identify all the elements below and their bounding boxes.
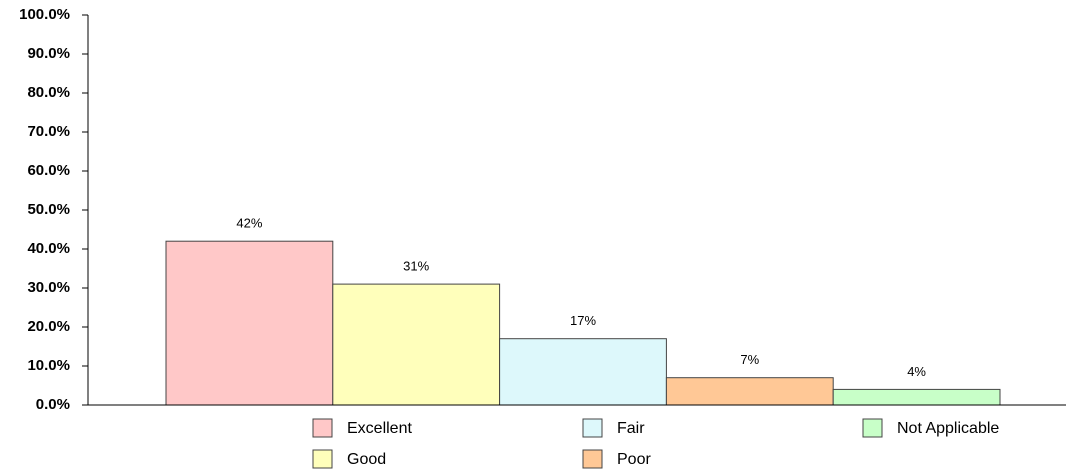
y-tick-label: 90.0% (27, 45, 70, 62)
y-tick-label: 40.0% (27, 240, 70, 257)
y-tick-label: 10.0% (27, 357, 70, 374)
y-tick-label: 60.0% (27, 162, 70, 179)
value-label: 42% (236, 216, 262, 231)
legend-label: Not Applicable (897, 420, 999, 437)
y-tick-label: 50.0% (27, 201, 70, 218)
legend-swatch (862, 418, 883, 438)
bar (832, 388, 1001, 406)
bar (332, 283, 501, 406)
value-label: 4% (907, 364, 926, 379)
legend-swatch (312, 449, 333, 469)
y-tick-label: 20.0% (27, 318, 70, 335)
legend-label: Excellent (347, 420, 412, 437)
bar (165, 240, 334, 406)
legend-swatch (312, 418, 333, 438)
value-label: 31% (403, 259, 429, 274)
legend-swatch (582, 418, 603, 438)
y-tick-label: 70.0% (27, 123, 70, 140)
legend-swatch (582, 449, 603, 469)
value-label: 17% (570, 313, 596, 328)
legend-label: Good (347, 451, 386, 468)
y-tick-label: 0.0% (36, 396, 70, 413)
y-tick-label: 100.0% (19, 6, 70, 23)
legend-label: Poor (617, 451, 651, 468)
bar (499, 338, 667, 406)
y-tick-label: 30.0% (27, 279, 70, 296)
legend-label: Fair (617, 420, 645, 437)
y-tick-label: 80.0% (27, 84, 70, 101)
value-label: 7% (740, 352, 759, 367)
bar (665, 377, 834, 406)
